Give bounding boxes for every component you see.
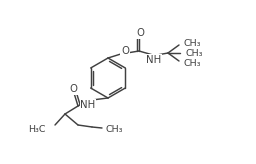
Text: NH: NH <box>146 55 162 65</box>
Text: O: O <box>69 84 77 94</box>
Text: CH₃: CH₃ <box>186 50 204 59</box>
Text: CH₃: CH₃ <box>184 60 201 69</box>
Text: O: O <box>121 47 129 57</box>
Text: O: O <box>136 28 144 38</box>
Text: NH: NH <box>80 100 96 110</box>
Text: CH₃: CH₃ <box>184 39 201 48</box>
Text: H₃C: H₃C <box>28 125 46 134</box>
Text: CH₃: CH₃ <box>106 124 123 133</box>
